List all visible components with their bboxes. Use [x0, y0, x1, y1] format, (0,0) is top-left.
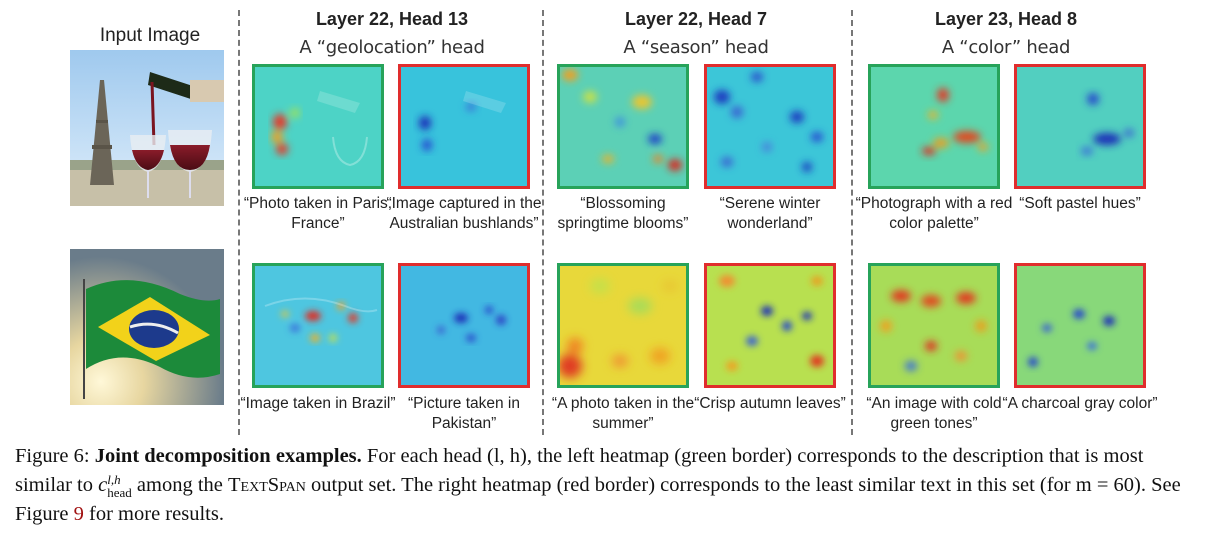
heatmap-caption: “Image captured in the Australian bushla…: [386, 195, 542, 232]
divider: [542, 10, 544, 435]
caption-bold-title: Joint decomposition examples.: [94, 445, 362, 467]
caption-text: among the: [131, 474, 229, 496]
heatmap-least-similar: [398, 263, 530, 388]
heatmap-caption: “Crisp autumn leaves”: [694, 395, 846, 412]
caption-math-sup: l,h: [107, 472, 121, 488]
heatmap-caption: “An image with cold green tones”: [866, 395, 1002, 432]
heatmap-least-similar: [1014, 263, 1146, 388]
caption-math-sub: head: [107, 485, 132, 501]
caption-text: for more results.: [83, 503, 224, 525]
heatmap-most-similar: [252, 263, 384, 388]
heatmap-least-similar: [704, 263, 836, 388]
head-title: Layer 23, Head 8: [934, 9, 1078, 29]
caption-text: For each head (l, h), the left heatmap (…: [15, 445, 1144, 496]
head-title: Layer 22, Head 13: [315, 9, 469, 29]
divider: [851, 10, 853, 435]
heatmap-most-similar: [252, 64, 384, 189]
heatmap-caption: “Serene winter wonderland”: [719, 195, 821, 232]
caption-textspan: TextSpan: [228, 474, 306, 496]
heatmap-most-similar: [557, 263, 689, 388]
heatmap-caption: “A charcoal gray color”: [1002, 395, 1158, 412]
heatmap-most-similar: [868, 64, 1000, 189]
caption-math: c: [98, 474, 108, 496]
heatmap-caption: “Image taken in Brazil”: [240, 395, 396, 412]
heatmap-least-similar: [704, 64, 836, 189]
divider: [238, 10, 240, 435]
input-image-title: Input Image: [99, 25, 201, 46]
figure-label: Figure 6:: [15, 445, 90, 467]
figure-reference-link[interactable]: 9: [73, 503, 84, 525]
head-subtitle: A “season” head: [623, 37, 769, 58]
heatmap-most-similar: [557, 64, 689, 189]
head-subtitle: A “color” head: [941, 37, 1071, 58]
head-title: Layer 22, Head 7: [624, 9, 768, 29]
heatmap-caption: “Blossoming springtime blooms”: [557, 195, 689, 232]
paris-wine-photo: [70, 50, 224, 206]
heatmap-caption: “Picture taken in Pakistan”: [408, 395, 520, 432]
heatmap-caption: “Photo taken in Paris, France”: [243, 195, 393, 232]
heatmap-caption: “Soft pastel hues”: [1019, 195, 1141, 212]
heatmap-caption: “A photo taken in the summer”: [551, 395, 695, 432]
figure-caption: Figure 6: Joint decomposition examples. …: [15, 442, 1205, 529]
heatmap-least-similar: [398, 64, 530, 189]
caption-text: output set. The right heatmap (red borde…: [15, 474, 1181, 525]
heatmap-most-similar: [868, 263, 1000, 388]
head-subtitle: A “geolocation” head: [299, 37, 485, 58]
heatmap-least-similar: [1014, 64, 1146, 189]
brazil-flag-photo: [70, 249, 224, 405]
heatmap-caption: “Photograph with a red color palette”: [855, 195, 1013, 232]
